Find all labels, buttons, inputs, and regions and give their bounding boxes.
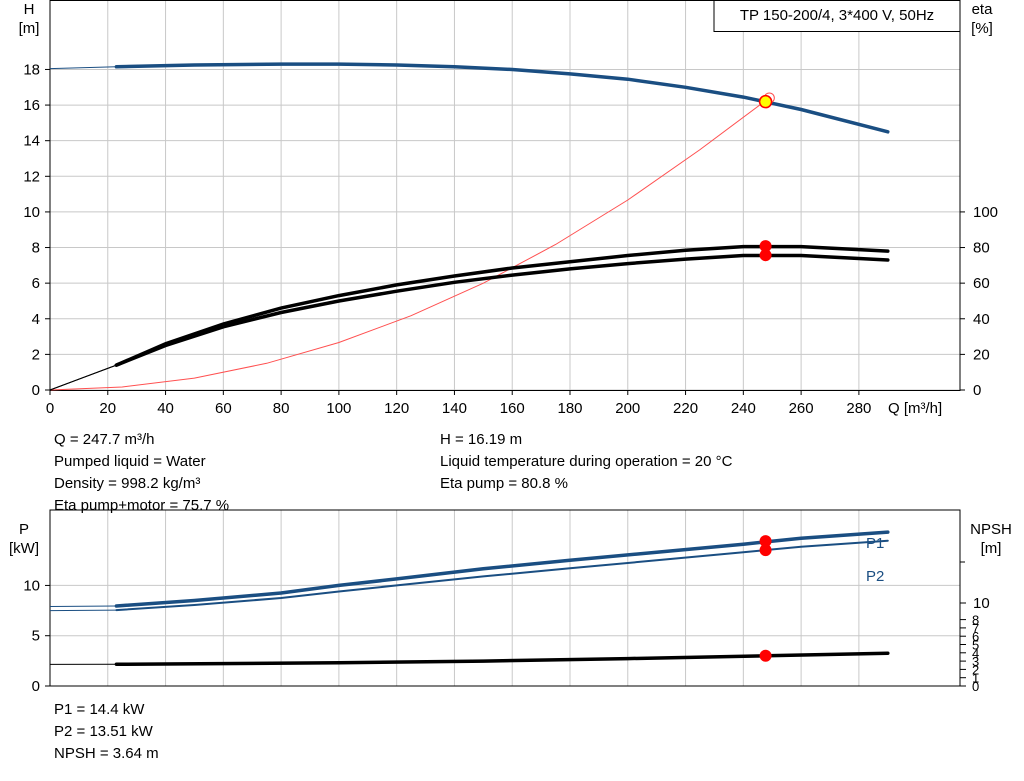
head-curve [114, 62, 890, 134]
y-tick-label: 12 [23, 168, 40, 185]
system-curve [49, 97, 770, 391]
npsh-tick-label: 3 [972, 654, 979, 669]
eta-pump-readout: Eta pump = 80.8 % [440, 475, 568, 492]
y-tick-label: 6 [32, 275, 40, 292]
title-box [713, 0, 961, 32]
eta-pump-motor-readout: Eta pump+motor = 75.7 % [54, 497, 230, 514]
eta-pump-motor-curve [114, 253, 890, 367]
npsh-curve [114, 651, 890, 667]
y-tick-label: 16 [23, 97, 40, 114]
npsh-tick-label: 7 [972, 621, 979, 636]
y-tick-label: 18 [23, 61, 40, 78]
x-tick-label: 40 [157, 400, 174, 417]
x-tick-label: 20 [99, 400, 116, 417]
flow-readout: Q = 247.7 m³/h [54, 431, 155, 448]
operating-info-right: H = 16.19 m Liquid temperature during op… [440, 429, 732, 495]
y-right-axis-unit-eta: [%] [971, 20, 993, 37]
density-readout: Density = 998.2 kg/m³ [54, 475, 201, 492]
y-right-tick-label: 20 [973, 346, 990, 363]
x-tick-label: 280 [846, 400, 871, 417]
y-tick-label: 4 [32, 311, 40, 328]
head-readout: H = 16.19 m [440, 431, 523, 448]
x-tick-label: 80 [273, 400, 290, 417]
x-tick-label: 100 [326, 400, 351, 417]
y-tick-label-bottom: 0 [32, 678, 40, 695]
npsh-tick-label: 6 [972, 629, 979, 644]
y-tick-label: 10 [23, 204, 40, 221]
x-tick-label: 120 [384, 400, 409, 417]
y-tick-label: 14 [23, 133, 40, 150]
head-extension [49, 66, 117, 70]
P2-curve [115, 539, 889, 612]
npsh-tick-label: 8 [972, 613, 979, 628]
duty-point-marker [758, 94, 773, 109]
y-right-axis-label-eta: eta [972, 1, 994, 18]
y-tick-label-bottom: 10 [23, 577, 40, 594]
chart-title: TP 150-200/4, 3*400 V, 50Hz [740, 7, 934, 24]
x-tick-label: 180 [557, 400, 582, 417]
p2-readout: P2 = 13.51 kW [54, 723, 153, 740]
y-tick-label: 0 [32, 382, 40, 399]
P1-curve [114, 530, 890, 608]
y-axis-unit-h: [m] [19, 20, 40, 37]
y-axis-label-h: H [24, 1, 35, 18]
p2-series-label: P2 [866, 568, 884, 585]
y-right-tick-label: 0 [973, 382, 981, 399]
x-tick-label: 240 [731, 400, 756, 417]
P1-extension [49, 605, 117, 607]
y-right-tick-label: 80 [973, 240, 990, 257]
npsh-readout: NPSH = 3.64 m [54, 745, 159, 762]
eta-pump-curve [114, 244, 890, 367]
npsh-tick-label: 0 [972, 679, 979, 694]
eta-pump-marker [759, 240, 772, 253]
y-right-tick-label: 40 [973, 311, 990, 328]
y-tick-label: 8 [32, 240, 40, 257]
y-right-axis-unit-npsh: [m] [981, 540, 1002, 557]
y-axis-label-p: P [19, 521, 29, 538]
x-tick-label: 140 [442, 400, 467, 417]
plot-frame-bottom [49, 509, 961, 687]
eta-pump-motor-extension [49, 364, 117, 391]
npsh-tick-label: 5 [972, 638, 979, 653]
npsh-marker [759, 649, 772, 662]
y-right-tick-label: 100 [973, 204, 998, 221]
p1-readout: P1 = 14.4 kW [54, 701, 145, 718]
pumped-liquid-readout: Pumped liquid = Water [54, 453, 206, 470]
x-tick-label: 260 [789, 400, 814, 417]
p2-marker [759, 544, 772, 557]
npsh-tick-label: 1 [972, 671, 979, 686]
npsh-tick-label: 10 [973, 595, 990, 612]
x-tick-label: 220 [673, 400, 698, 417]
y-axis-unit-p: [kW] [9, 540, 39, 557]
plot-frame-top [49, 0, 961, 391]
p1-series-label: P1 [866, 535, 884, 552]
p1-marker [759, 535, 772, 548]
x-tick-label: 200 [615, 400, 640, 417]
x-tick-label: 160 [500, 400, 525, 417]
x-tick-label: 0 [46, 400, 54, 417]
operating-info-bottom: P1 = 14.4 kW P2 = 13.51 kW NPSH = 3.64 m [54, 699, 159, 765]
npsh-tick-label: 2 [972, 662, 979, 677]
y-tick-label-bottom: 5 [32, 628, 40, 645]
operating-info-left: Q = 247.7 m³/h Pumped liquid = Water Den… [54, 429, 229, 517]
npsh-tick-label: 4 [972, 646, 979, 661]
x-tick-label: 60 [215, 400, 232, 417]
liquid-temperature-readout: Liquid temperature during operation = 20… [440, 453, 733, 470]
y-right-tick-label: 60 [973, 275, 990, 292]
P2-extension [49, 609, 117, 612]
y-right-axis-label-npsh: NPSH [970, 521, 1012, 538]
eta-pump-motor-marker [759, 249, 772, 262]
x-axis-label: Q [m³/h] [888, 400, 942, 417]
y-tick-label: 2 [32, 346, 40, 363]
